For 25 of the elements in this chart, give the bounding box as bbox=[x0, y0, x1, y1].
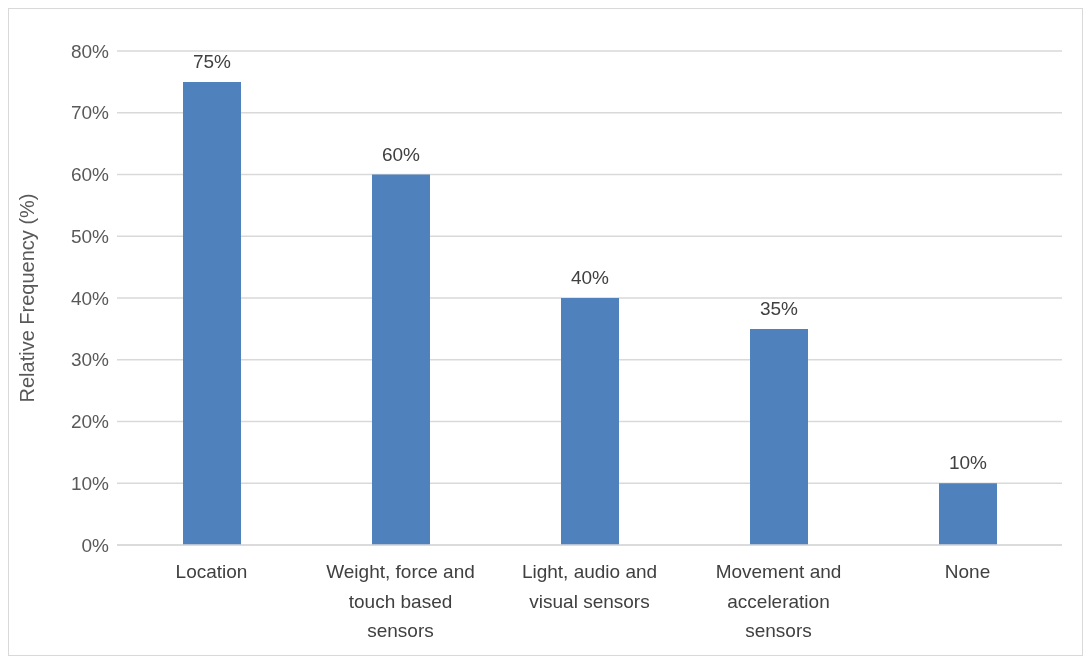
bar bbox=[372, 174, 430, 545]
bar bbox=[183, 81, 241, 545]
y-tick-label: 10% bbox=[70, 472, 110, 494]
x-tick-label: Location bbox=[175, 561, 248, 583]
y-tick-label: 0% bbox=[81, 534, 110, 556]
x-tick-label: Weight, force and touch based sensors bbox=[326, 561, 475, 641]
data-label: 10% bbox=[948, 452, 988, 474]
bar bbox=[939, 483, 997, 545]
bar bbox=[750, 328, 808, 545]
data-label: 35% bbox=[759, 297, 799, 319]
y-tick-label: 80% bbox=[70, 40, 110, 62]
y-tick-label: 50% bbox=[70, 225, 110, 247]
bar bbox=[561, 298, 619, 545]
y-axis-title: Relative Frequency (%) bbox=[16, 193, 39, 403]
y-tick-label: 60% bbox=[70, 164, 110, 186]
y-tick-label: 70% bbox=[70, 102, 110, 124]
data-label: 40% bbox=[570, 267, 610, 288]
data-label: 75% bbox=[192, 50, 232, 72]
y-tick-label: 30% bbox=[70, 349, 110, 371]
x-tick-label: Light, audio and visual sensors bbox=[521, 561, 658, 612]
data-label: 60% bbox=[381, 143, 421, 165]
y-tick-label: 40% bbox=[70, 287, 110, 309]
y-tick-label: 20% bbox=[70, 411, 110, 433]
x-tick-label: None bbox=[944, 561, 991, 583]
x-tick-label: Movement and acceleration sensors bbox=[715, 561, 842, 641]
